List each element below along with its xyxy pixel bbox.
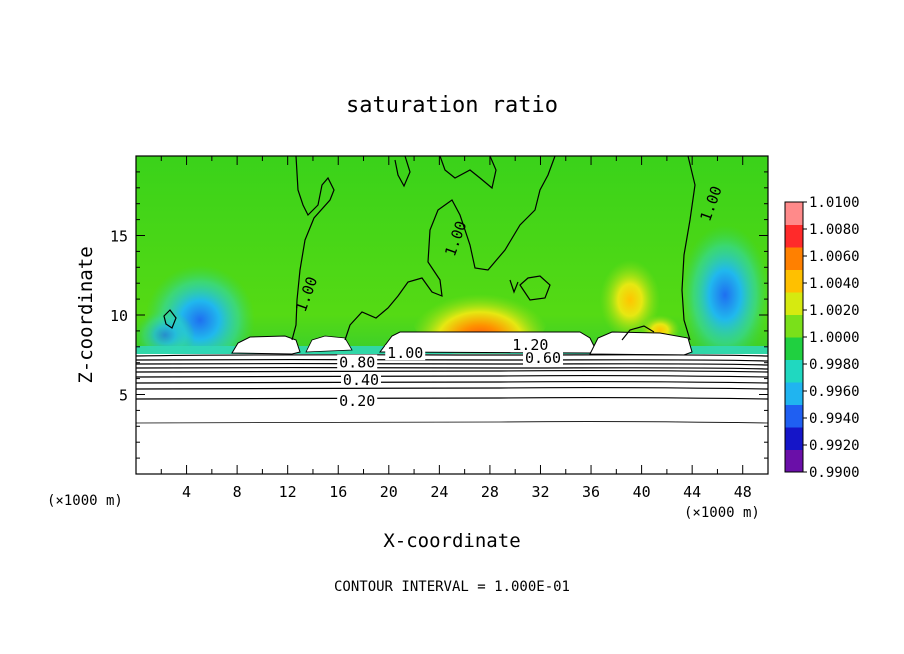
colorbar-tick-label: 1.0100 xyxy=(809,195,860,211)
colorbar-tick-label: 0.9920 xyxy=(809,438,860,454)
contour-line xyxy=(136,374,768,378)
contour-label-bg xyxy=(510,337,551,353)
contour-line xyxy=(136,380,768,384)
contour-line xyxy=(509,279,519,294)
contour-label-text: 0.20 xyxy=(339,392,375,410)
colorbar-swatch xyxy=(785,292,803,315)
contour-label: 1.00 xyxy=(385,344,426,362)
x-tick-label: 20 xyxy=(380,483,398,501)
x-tick-label: 28 xyxy=(481,483,499,501)
colorbar-tick-label: 0.9900 xyxy=(809,465,860,481)
field-high-right xyxy=(600,260,660,340)
y-tick-label: 15 xyxy=(110,228,128,246)
x-tick-label: 40 xyxy=(633,483,651,501)
contour-label: 0.20 xyxy=(337,392,378,410)
colorbar-swatch xyxy=(785,202,803,225)
x-tick-label: 24 xyxy=(430,483,448,501)
x-tick-label: 8 xyxy=(233,483,242,501)
contour-label-text: 0.40 xyxy=(343,371,379,389)
colorbar-swatch xyxy=(785,382,803,405)
cloud-small xyxy=(305,335,353,353)
contour-line xyxy=(344,156,556,341)
contour-label-text: 1.00 xyxy=(387,344,423,362)
colorbar-swatch xyxy=(785,449,803,473)
colorbar-swatch xyxy=(785,269,803,293)
contour-label-bg xyxy=(337,392,378,408)
contour-label-bg xyxy=(385,345,426,361)
y-tick-label: 10 xyxy=(110,307,128,325)
y-axis: 5 10 15 xyxy=(110,171,768,459)
contour-line xyxy=(136,386,768,390)
contour-line xyxy=(621,325,655,341)
colorbar-swatch xyxy=(785,247,803,270)
contour-line xyxy=(136,354,768,357)
colorbar-tick-label: 1.0060 xyxy=(809,249,860,265)
x-tick-label: 12 xyxy=(279,483,297,501)
contour-label: 0.80 xyxy=(337,354,378,372)
field-low-right xyxy=(680,225,768,365)
x-axis: 4 8 12 16 20 24 28 32 36 40 44 48 xyxy=(160,156,752,501)
contour-label-text: 0.80 xyxy=(339,354,375,372)
colorbar-swatch xyxy=(785,314,803,338)
chart-title: saturation ratio xyxy=(346,93,558,118)
colorbar-tick-label: 0.9960 xyxy=(809,384,860,400)
contour-label-bg xyxy=(523,349,564,365)
colorbar-tick-label: 1.0020 xyxy=(809,303,860,319)
contour-line xyxy=(136,358,768,362)
x-tick-label: 36 xyxy=(582,483,600,501)
cloud-left xyxy=(231,335,301,355)
contour-interval-note: CONTOUR INTERVAL = 1.000E-01 xyxy=(334,579,570,595)
colorbar-tick-label: 1.0080 xyxy=(809,222,860,238)
colorbar-tick-label: 0.9980 xyxy=(809,357,860,373)
contour-label: 0.40 xyxy=(340,371,381,389)
contour-line xyxy=(136,366,768,370)
x-tick-label: 32 xyxy=(531,483,549,501)
y-axis-label: Z-coordinate xyxy=(75,246,97,383)
contour-label-bg xyxy=(340,372,381,388)
contour-label: 1.20 xyxy=(510,336,551,354)
contour-line xyxy=(291,156,335,341)
x-tick-label: 16 xyxy=(329,483,347,501)
contour-line xyxy=(136,369,768,373)
colorbar-swatch xyxy=(785,224,803,248)
field-white-region xyxy=(136,354,768,474)
x-axis-label: X-coordinate xyxy=(383,530,520,552)
contour-label-bg xyxy=(337,354,378,370)
colorbar-tick-label: 1.0040 xyxy=(809,276,860,292)
contour-line xyxy=(136,421,768,424)
contour-label-text: 1.20 xyxy=(512,336,548,354)
colorbar-tick-label: 1.0000 xyxy=(809,330,860,346)
x-tick-label: 48 xyxy=(734,483,752,501)
x-tick-label: 4 xyxy=(182,483,191,501)
contour-label-text: 0.60 xyxy=(525,349,561,367)
contour-line xyxy=(439,156,497,190)
contour-line xyxy=(136,362,768,366)
colorbar: 1.0100 1.0080 1.0060 1.0040 1.0020 1.0000 0.99… xyxy=(784,195,860,481)
saturation-contours xyxy=(163,156,696,341)
stable-layer-contours xyxy=(136,354,768,424)
contour-line xyxy=(519,275,551,301)
contour-line xyxy=(136,396,768,400)
colorbar-swatch xyxy=(785,404,803,428)
plot-area xyxy=(136,156,768,474)
x-tick-label: 44 xyxy=(683,483,701,501)
y-tick-label: 5 xyxy=(119,387,128,405)
colorbar-swatch xyxy=(785,337,803,360)
colorbar-swatch xyxy=(785,427,803,450)
colorbar-swatch xyxy=(785,359,803,383)
contour-line xyxy=(681,156,696,341)
x-unit-right: (×1000 m) xyxy=(684,505,760,521)
contour-line xyxy=(394,156,411,188)
contour-line xyxy=(163,309,177,329)
contour-label: 0.60 xyxy=(523,349,564,367)
x-unit-left: (×1000 m) xyxy=(47,493,123,509)
colorbar-tick-label: 0.9940 xyxy=(809,411,860,427)
